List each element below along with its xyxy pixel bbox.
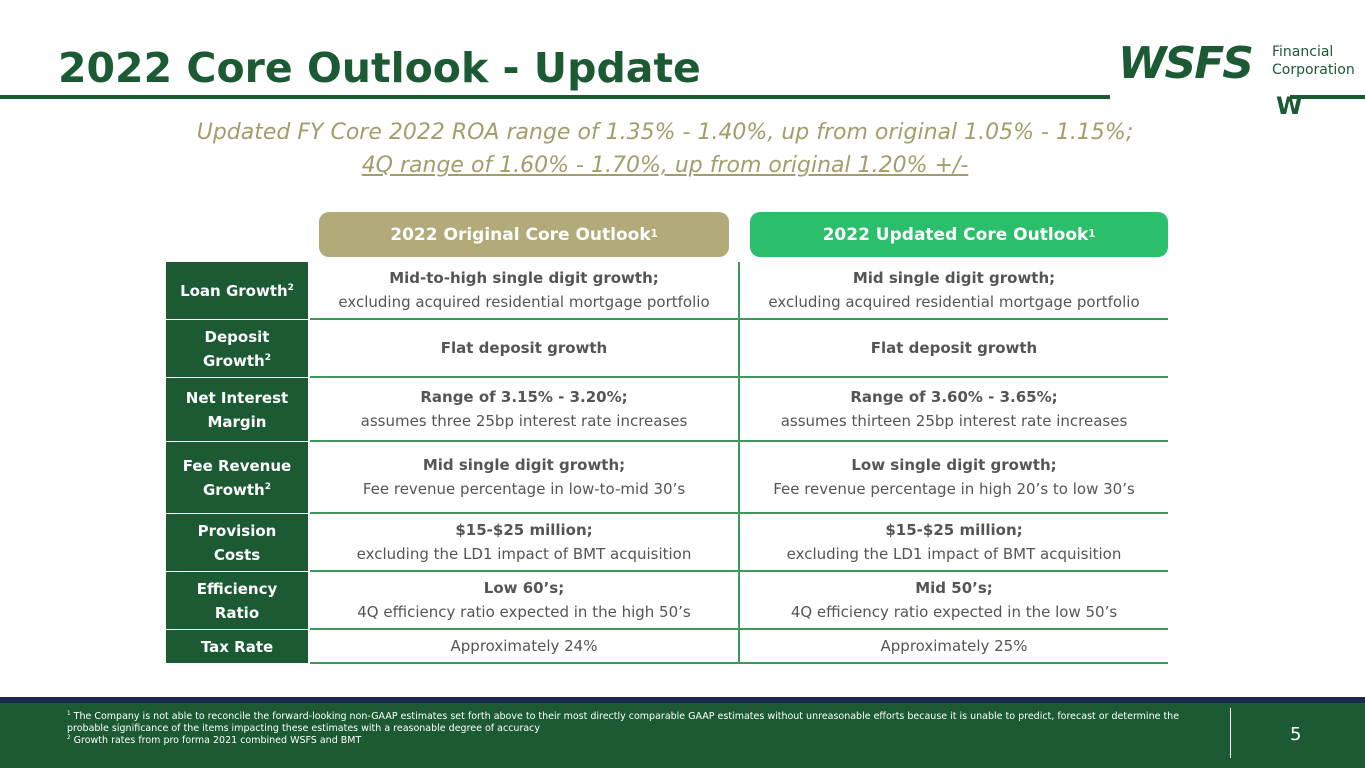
cell-text: Fee revenue percentage in high 20’s to l…: [773, 480, 1135, 498]
logo: WSFS: [1118, 38, 1254, 89]
cell: Flat deposit growth: [740, 320, 1168, 378]
cell: Mid-to-high single digit growth; excludin…: [310, 262, 738, 320]
title: 2022 Core Outlook - Update: [58, 44, 701, 92]
footnote-mark: 1: [67, 710, 71, 717]
cell-heading: Mid 50’s;: [915, 579, 993, 597]
label-wrap: Fee Revenue Growth2: [180, 454, 294, 502]
row-label: Deposit Growth2: [166, 320, 308, 378]
label-text: Fee Revenue Growth: [182, 456, 292, 499]
superscript: 2: [264, 481, 271, 492]
footnote-text: The Company is not able to reconcile the…: [67, 711, 1180, 734]
cell: Range of 3.60% - 3.65%; assumes thirteen …: [740, 378, 1168, 442]
title-rule: [1290, 95, 1365, 99]
cell-heading: Range of 3.15% - 3.20%;: [420, 388, 628, 406]
cell: Flat deposit growth: [310, 320, 738, 378]
footnote-mark: 2: [67, 734, 71, 741]
title-rule: [0, 95, 1110, 99]
subtitle: Updated FY Core 2022 ROA range of 1.35% …: [196, 120, 1134, 145]
footnotes: 1 The Company is not able to reconcile t…: [67, 711, 1217, 747]
cell-text: Approximately 24%: [450, 637, 598, 655]
row-label: Efficiency Ratio: [166, 572, 308, 630]
cell-text: excluding the LD1 impact of BMT acquisit…: [356, 545, 692, 563]
cell: Mid single digit growth; Fee revenue perc…: [310, 442, 738, 514]
cell-text: excluding acquired residential mortgage …: [338, 293, 710, 311]
cell: $15-$25 million; excluding the LD1 impact…: [740, 514, 1168, 572]
cell-heading: Mid-to-high single digit growth;: [389, 269, 659, 287]
label-wrap: Provision Costs: [180, 519, 294, 567]
cell: Low single digit growth; Fee revenue perc…: [740, 442, 1168, 514]
row-label: Provision Costs: [166, 514, 308, 572]
cell-heading: Mid single digit growth;: [422, 456, 626, 474]
cell-heading: $15-$25 million;: [455, 521, 593, 539]
logo-mark: W: [1276, 92, 1303, 120]
column-header: 2022 Original Core Outlook 1: [319, 212, 729, 257]
cell-heading: Flat deposit growth: [440, 339, 608, 357]
cell-heading: Low 60’s;: [483, 579, 565, 597]
cell-heading: Low single digit growth;: [851, 456, 1057, 474]
footnote: 2 Growth rates from pro forma 2021 combi…: [67, 735, 1217, 747]
row-label: Net Interest Margin: [166, 378, 308, 442]
page-number: 5: [1290, 724, 1302, 745]
cell: Mid single digit growth; excluding acquir…: [740, 262, 1168, 320]
cell-text: 4Q efficiency ratio expected in the high…: [357, 603, 691, 621]
footer-divider: [1230, 708, 1231, 758]
cell: Approximately 25%: [740, 630, 1168, 664]
label-text: Deposit Growth: [203, 327, 270, 370]
cell-text: assumes three 25bp interest rate increas…: [360, 412, 688, 430]
cell-heading: Range of 3.60% - 3.65%;: [850, 388, 1058, 406]
column-divider: [738, 262, 740, 664]
label-wrap: Efficiency Ratio: [180, 577, 294, 625]
cell-text: Approximately 25%: [880, 637, 1028, 655]
cell-text: 4Q efficiency ratio expected in the low …: [790, 603, 1118, 621]
cell-text: excluding the LD1 impact of BMT acquisit…: [786, 545, 1122, 563]
cell: Mid 50’s; 4Q efficiency ratio expected in…: [740, 572, 1168, 630]
superscript: 2: [287, 282, 294, 293]
cell-text: assumes thirteen 25bp interest rate incr…: [780, 412, 1128, 430]
label-text: Tax Rate: [200, 637, 274, 656]
cell: Low 60’s; 4Q efficiency ratio expected in…: [310, 572, 738, 630]
cell-heading: Mid single digit growth;: [852, 269, 1056, 287]
cell: $15-$25 million; excluding the LD1 impact…: [310, 514, 738, 572]
footnote-text: Growth rates from pro forma 2021 combine…: [73, 735, 362, 746]
cell: Range of 3.15% - 3.20%; assumes three 25b…: [310, 378, 738, 442]
label-text: Provision Costs: [197, 521, 277, 564]
logo-text: Corporation: [1272, 62, 1355, 78]
row-label: Tax Rate: [166, 630, 308, 664]
header-text: 2022 Original Core Outlook: [390, 224, 651, 245]
label-wrap: Deposit Growth2: [180, 325, 294, 373]
cell-text: excluding acquired residential mortgage …: [768, 293, 1140, 311]
header-text: 2022 Updated Core Outlook: [822, 224, 1089, 245]
cell: Approximately 24%: [310, 630, 738, 664]
label-wrap: Tax Rate: [201, 635, 273, 659]
cell-text: Fee revenue percentage in low-to-mid 30’…: [362, 480, 686, 498]
label-text: Efficiency Ratio: [196, 579, 278, 622]
label-wrap: Loan Growth2: [180, 279, 294, 303]
logo-text: Financial: [1272, 44, 1334, 60]
footnote: 1 The Company is not able to reconcile t…: [67, 711, 1217, 735]
footer-band: [0, 697, 1365, 703]
row-label: Loan Growth2: [166, 262, 308, 320]
label-text: Net Interest Margin: [185, 388, 289, 431]
superscript: 2: [264, 352, 271, 363]
cell-heading: Flat deposit growth: [870, 339, 1038, 357]
footer: [0, 703, 1365, 768]
column-header: 2022 Updated Core Outlook 1: [750, 212, 1168, 257]
label-wrap: Net Interest Margin: [180, 386, 294, 434]
cell-heading: $15-$25 million;: [885, 521, 1023, 539]
label-text: Loan Growth: [180, 281, 288, 300]
subtitle: 4Q range of 1.60% - 1.70%, up from origi…: [361, 153, 969, 178]
row-label: Fee Revenue Growth2: [166, 442, 308, 514]
